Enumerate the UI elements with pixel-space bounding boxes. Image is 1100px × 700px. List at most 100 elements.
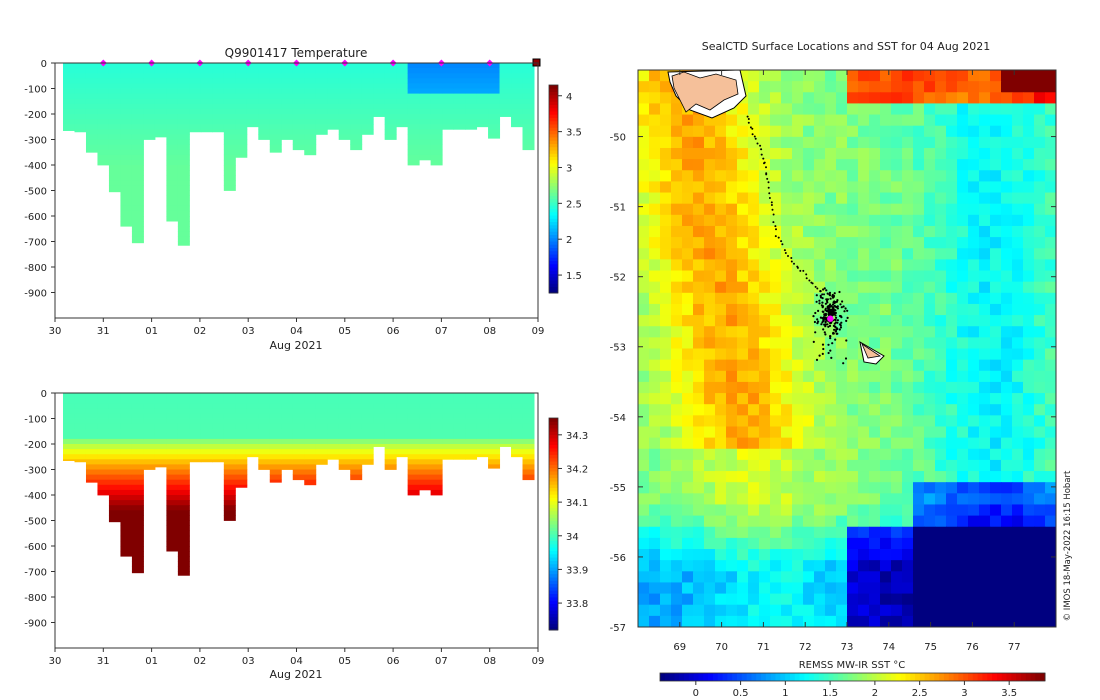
- section-cell: [235, 403, 248, 409]
- sst-cell: [737, 560, 749, 572]
- sst-cell: [990, 560, 1002, 572]
- sst-cell: [990, 181, 1002, 194]
- track-point: [762, 157, 765, 160]
- sst-cell: [792, 136, 804, 149]
- sst-cell: [891, 159, 903, 171]
- colorbar-segment: [549, 474, 558, 479]
- sst-cell: [682, 437, 694, 450]
- sst-cell: [1023, 192, 1035, 205]
- sst-cell: [957, 482, 969, 494]
- sst-cell: [946, 225, 958, 238]
- sst-cell: [902, 81, 914, 93]
- section-cell: [108, 418, 121, 424]
- sst-cell: [638, 504, 650, 517]
- sst-cell: [1001, 125, 1013, 138]
- section-cell: [269, 144, 282, 151]
- sst-cell: [946, 181, 958, 194]
- section-cell: [304, 444, 317, 450]
- section-cell: [488, 408, 501, 414]
- colorbar-segment: [866, 673, 873, 681]
- section-cell: [143, 444, 156, 450]
- section-cell: [327, 83, 340, 89]
- section-cell: [361, 98, 374, 105]
- section-cell: [488, 459, 501, 465]
- sst-cell: [759, 103, 771, 116]
- sst-cell: [979, 270, 991, 283]
- sst-cell: [979, 70, 991, 82]
- sst-cell: [913, 359, 925, 372]
- sst-cell: [803, 136, 815, 149]
- sst-cell: [770, 415, 782, 427]
- section-cell: [476, 393, 489, 399]
- section-cell: [476, 444, 489, 450]
- section-cell: [430, 114, 443, 120]
- heard-island: [861, 342, 882, 359]
- colorbar-tick-label: 33.9: [566, 565, 588, 576]
- sst-cell: [693, 303, 705, 316]
- track-point: [751, 133, 754, 136]
- section-cell: [223, 154, 236, 161]
- section-cell: [177, 231, 190, 237]
- sst-cell: [759, 448, 771, 461]
- sst-cell: [1034, 493, 1046, 505]
- section-cell: [361, 444, 374, 450]
- sst-cell: [748, 92, 760, 104]
- section-cell: [476, 398, 489, 404]
- sst-cell: [770, 549, 782, 561]
- sst-cell: [803, 70, 815, 82]
- section-cell: [304, 464, 317, 470]
- colorbar-segment: [549, 130, 558, 135]
- section-cell: [453, 114, 466, 120]
- colorbar-segment: [1016, 673, 1022, 681]
- sst-cell: [880, 370, 892, 383]
- section-cell: [223, 500, 236, 506]
- section-cell: [373, 68, 386, 74]
- sst-cell: [726, 237, 738, 249]
- section-cell: [177, 393, 190, 399]
- sst-cell: [1023, 437, 1035, 450]
- sst-cell: [1001, 303, 1013, 316]
- sst-cell: [935, 526, 947, 539]
- track-point: [822, 347, 825, 351]
- sst-cell: [1045, 214, 1057, 227]
- sst-cell: [957, 537, 969, 550]
- sst-cell: [671, 426, 683, 439]
- sst-cell: [913, 214, 925, 227]
- sst-cell: [792, 571, 804, 583]
- section-cell: [522, 139, 535, 145]
- sst-cell: [858, 159, 870, 171]
- section-cell: [131, 134, 144, 140]
- section-cell: [120, 119, 133, 125]
- sst-cell: [847, 237, 859, 249]
- section-cell: [269, 413, 282, 419]
- section-cell: [407, 98, 420, 105]
- track-point: [846, 316, 849, 319]
- section-cell: [97, 108, 110, 115]
- sst-cell: [858, 393, 870, 405]
- section-cell: [396, 454, 409, 458]
- section-cell: [281, 134, 294, 140]
- section-cell: [212, 73, 225, 79]
- sst-cell: [847, 482, 859, 494]
- sst-cell: [814, 537, 826, 550]
- colorbar-segment: [664, 673, 671, 681]
- section-cell: [258, 454, 271, 460]
- section-cell: [304, 438, 317, 445]
- section-cell: [74, 398, 87, 404]
- section-cell: [154, 88, 167, 94]
- sst-cell: [704, 537, 716, 550]
- sst-cell: [957, 315, 969, 327]
- sst-cell: [957, 370, 969, 383]
- colorbar-segment: [549, 454, 558, 459]
- section-cell: [154, 98, 167, 105]
- sst-cell: [924, 270, 936, 283]
- section-cell: [85, 144, 98, 151]
- section-cell: [361, 428, 374, 435]
- section-cell: [108, 190, 121, 193]
- sst-cell: [869, 237, 881, 249]
- section-cell: [384, 449, 397, 455]
- sst-cell: [946, 426, 958, 439]
- colorbar-segment: [881, 673, 887, 681]
- sst-cell: [946, 326, 958, 338]
- colorbar-segment: [549, 593, 558, 598]
